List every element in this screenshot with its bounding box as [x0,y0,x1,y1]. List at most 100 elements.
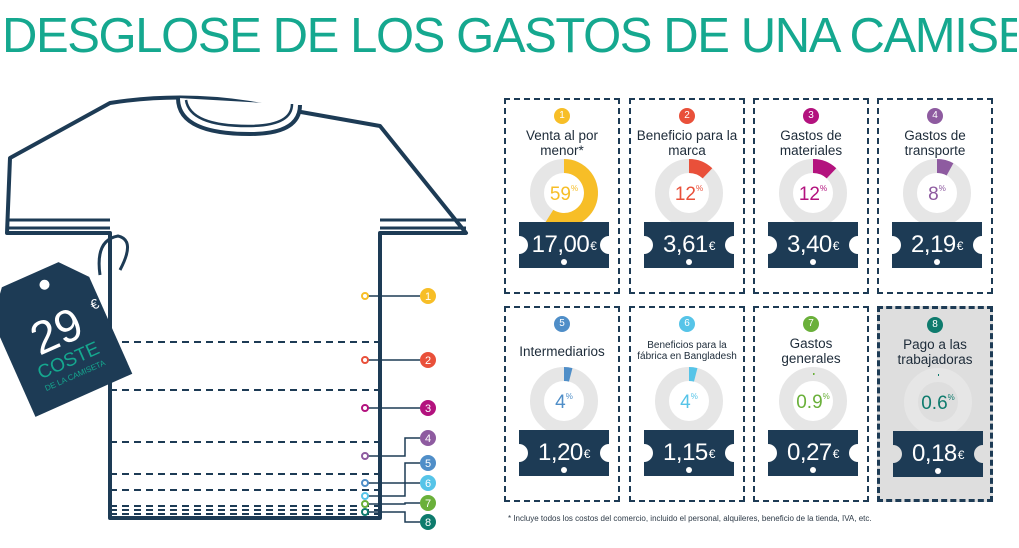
price-tag-card: 1,15€ [644,430,734,476]
percent-donut: 4% [655,367,723,435]
percent-label: 0.6% [921,393,955,414]
callout-dot [361,356,369,364]
callout-number: 8 [425,517,431,529]
callout-dot [361,508,369,516]
cost-label: Gastos de transporte [904,128,966,158]
cost-card: 8 Pago a las trabajadoras 0.6% 0,18€ [877,306,993,502]
item-number-badge: 8 [927,317,943,333]
currency-symbol: € [583,447,591,461]
item-number-badge: 2 [679,108,695,124]
percent-donut: 59% [530,159,598,227]
donut-slice [688,367,698,382]
amount-label: 3,40€ [768,230,858,260]
currency-symbol: € [708,239,716,253]
percent-label: 0.9% [796,392,830,413]
price-tag: 29 € COSTE DE LA CAMISETA [0,262,133,417]
shirt-dividers [110,341,380,515]
callout-badge [420,455,436,471]
t-shirt-illustration: 1 2 3 4 5 6 7 8 29 € COSTE DE LA CAMISETA [0,95,468,530]
percent-unit: % [823,392,830,401]
callout-number: 7 [425,498,431,510]
callout-dot [361,404,369,412]
donut-slice [545,159,598,227]
donut-slice [688,159,713,179]
callout-line [365,511,420,523]
callout-number: 3 [425,403,431,415]
callout-line [365,502,420,505]
tag-string [97,234,129,276]
cost-card: 2 Beneficio para la marca 12% 3,61€ [629,98,745,294]
cost-label: Gastos generales [781,336,841,366]
price-tag-card: 2,19€ [892,222,982,268]
percent-value: 4 [555,392,566,413]
cost-card: 5 Intermediarios 4% 1,20€ [504,306,620,502]
price-tag-card: 1,20€ [519,430,609,476]
callout-number: 6 [425,478,431,490]
price-tag-card: 0,27€ [768,430,858,476]
donut-slice [563,367,573,382]
percent-donut: 0.6% [904,368,972,436]
percent-label: 12% [799,184,827,205]
percent-unit: % [939,184,946,193]
callout-dot [361,292,369,300]
callout-badge [420,430,436,446]
cost-card: 7 Gastos generales 0.9% 0,27€ [753,306,869,502]
item-number-badge: 4 [927,108,943,124]
callout-badge [420,400,436,416]
callout-line [365,482,420,497]
currency-symbol: € [832,447,840,461]
price-tag-card: 3,61€ [644,222,734,268]
percent-label: 8% [928,184,946,205]
item-number-badge: 1 [554,108,570,124]
percent-value: 59 [550,184,571,205]
amount-label: 0,27€ [768,438,858,468]
percent-unit: % [566,392,573,401]
cost-card: 1 Venta al por menor* 59% 17,00€ [504,98,620,294]
price-tag-card: 3,40€ [768,222,858,268]
percent-donut: 12% [655,159,723,227]
callout-badge [420,288,436,304]
callout-badge [420,352,436,368]
percent-value: 4 [680,392,691,413]
cost-label: Intermediarios [519,343,605,359]
percent-donut: 8% [903,159,971,227]
callout-dot [361,492,369,500]
percent-value: 0.9 [796,392,822,413]
percent-donut: 12% [779,159,847,227]
amount-value: 17,00 [531,231,590,258]
donut-track [779,367,847,435]
price-tag-card: 0,18€ [893,431,983,477]
footnote: * Incluye todos los costos del comercio,… [508,514,872,523]
price-tag-card: 17,00€ [519,222,609,268]
percent-donut: 4% [530,367,598,435]
amount-value: 1,15 [663,439,708,466]
callout-line [365,437,420,457]
cost-label: Gastos de materiales [779,128,843,158]
page-title: DESGLOSE DE LOS GASTOS DE UNA CAMISETA [2,9,1017,63]
amount-value: 3,40 [787,231,832,258]
percent-value: 0.6 [921,393,947,414]
callout-line [365,462,420,484]
percent-value: 12 [799,184,820,205]
amount-label: 2,19€ [892,230,982,260]
cost-card: 4 Gastos de transporte 8% 2,19€ [877,98,993,294]
cost-label: Beneficio para la marca [636,128,738,158]
item-number-badge: 7 [803,316,819,332]
t-shirt-icon [5,95,468,520]
cost-label: Venta al por menor* [525,128,599,158]
currency-symbol: € [832,239,840,253]
percent-label: 12% [675,184,703,205]
callout-dot [361,452,369,460]
callout-number: 1 [425,291,431,303]
currency-symbol: € [956,239,964,253]
amount-value: 0,27 [787,439,832,466]
amount-value: 2,19 [911,231,956,258]
t-shirt-diagram: 1 2 3 4 5 6 7 8 29 € COSTE DE LA CAMISETA [0,80,470,540]
amount-value: 0,18 [912,440,957,467]
percent-label: 59% [550,184,578,205]
percent-unit: % [948,393,955,402]
percent-unit: % [820,184,827,193]
callout-number: 2 [425,355,431,367]
percent-unit: % [696,184,703,193]
amount-value: 3,61 [663,231,708,258]
